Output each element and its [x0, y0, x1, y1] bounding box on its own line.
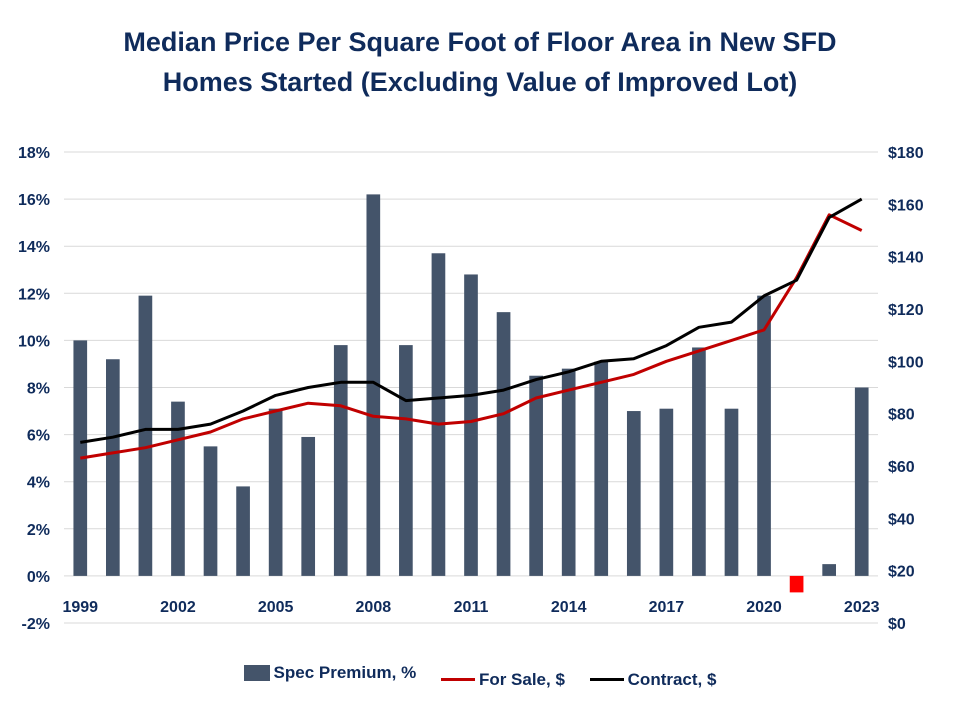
x-axis-tick-label: 2005	[258, 599, 294, 616]
bar	[138, 295, 153, 576]
left-axis-tick-label: 8%	[27, 381, 50, 398]
left-axis-tick-label: 18%	[18, 145, 50, 162]
left-axis-tick-label: 10%	[18, 333, 50, 350]
bar	[854, 387, 869, 576]
right-axis-tick-label: $120	[888, 302, 924, 319]
bar	[626, 411, 641, 576]
bar	[236, 486, 250, 576]
bar	[561, 368, 576, 576]
bar	[268, 408, 283, 576]
legend-label-contract: Contract, $	[627, 669, 717, 689]
line-contract	[80, 197, 863, 444]
right-axis-tick-label: $40	[888, 511, 915, 528]
left-axis-tick-label: 12%	[18, 286, 50, 303]
legend-swatch-bar	[243, 665, 270, 681]
right-axis-tick-label: $140	[888, 250, 924, 267]
bar	[106, 359, 120, 576]
left-axis-tick-label: 4%	[27, 475, 50, 492]
bar	[203, 446, 218, 576]
bar	[822, 564, 836, 576]
legend-swatch-for-sale	[440, 678, 475, 681]
legend-label-for-sale: For Sale, $	[478, 669, 565, 689]
bar	[496, 312, 511, 576]
left-axis-tick-label: 6%	[27, 428, 50, 445]
bar	[171, 401, 185, 576]
x-axis-tick-label: 2020	[746, 599, 782, 616]
bar	[594, 361, 609, 576]
chart-title-line-1: Median Price Per Square Foot of Floor Ar…	[123, 27, 837, 57]
left-axis-tick-label: 16%	[18, 192, 50, 209]
legend-swatch-contract	[589, 678, 624, 681]
chart-title: Median Price Per Square Foot of Floor Ar…	[0, 22, 960, 102]
bar	[333, 345, 348, 576]
right-axis-tick-label: $60	[888, 459, 915, 476]
x-axis-tick-label: 1999	[62, 599, 98, 616]
line-for-sale	[80, 213, 863, 460]
bar	[464, 274, 478, 576]
bar	[692, 347, 706, 576]
right-axis-tick-label: $20	[888, 564, 915, 581]
left-axis-tick-label: 0%	[27, 569, 50, 586]
bar	[73, 340, 88, 576]
bar	[366, 194, 381, 576]
bar	[301, 436, 316, 576]
right-axis-tick-label: $100	[888, 354, 924, 371]
x-axis-tick-label: 2014	[551, 599, 587, 616]
legend-label-spec-premium: Spec Premium, %	[273, 663, 417, 682]
left-axis-tick-label: -2%	[22, 616, 50, 633]
bar-negative	[789, 575, 804, 593]
bar	[659, 408, 674, 576]
x-axis-tick-label: 2002	[160, 599, 196, 616]
legend-item-contract: Contract, $	[589, 669, 717, 690]
chart-legend: Spec Premium, % For Sale, $ Contract, $	[0, 663, 960, 690]
legend-item-spec-premium: Spec Premium, %	[243, 663, 417, 683]
bar	[757, 295, 771, 576]
right-axis-tick-label: $180	[888, 145, 924, 162]
x-axis-tick-label: 2023	[844, 599, 880, 616]
x-axis-tick-label: 2011	[454, 599, 489, 616]
right-axis-tick-label: $0	[888, 616, 906, 633]
chart-title-line-2: Homes Started (Excluding Value of Improv…	[162, 67, 798, 97]
left-axis-tick-label: 14%	[18, 239, 50, 256]
x-axis-tick-label: 2008	[356, 599, 392, 616]
bar	[724, 408, 739, 576]
left-axis-tick-label: 2%	[27, 522, 50, 539]
bar	[529, 375, 543, 576]
x-axis-tick-label: 2017	[649, 599, 685, 616]
bar	[431, 253, 446, 576]
right-axis-tick-label: $80	[888, 407, 915, 424]
bar	[399, 345, 413, 576]
right-axis-tick-label: $160	[888, 197, 924, 214]
legend-item-for-sale: For Sale, $	[440, 669, 565, 690]
